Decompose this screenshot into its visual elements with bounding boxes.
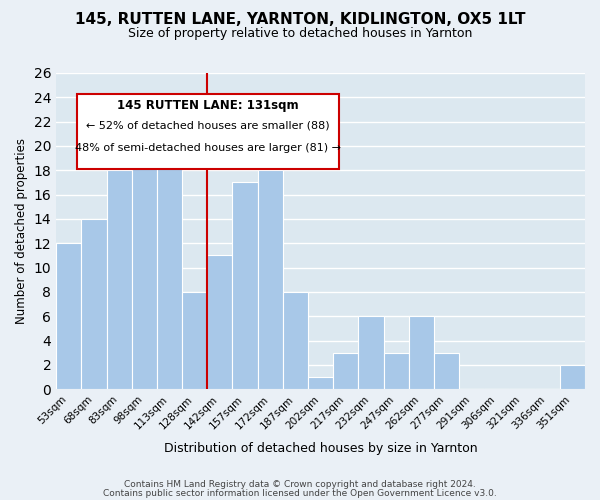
FancyBboxPatch shape: [77, 94, 339, 170]
Text: 145, RUTTEN LANE, YARNTON, KIDLINGTON, OX5 1LT: 145, RUTTEN LANE, YARNTON, KIDLINGTON, O…: [75, 12, 525, 28]
Bar: [308, 377, 333, 389]
Bar: [257, 170, 283, 389]
Bar: [358, 316, 383, 389]
Bar: [232, 182, 257, 389]
X-axis label: Distribution of detached houses by size in Yarnton: Distribution of detached houses by size …: [164, 442, 478, 455]
Text: Contains HM Land Registry data © Crown copyright and database right 2024.: Contains HM Land Registry data © Crown c…: [124, 480, 476, 489]
Bar: [182, 292, 207, 389]
Bar: [434, 352, 459, 389]
Text: ← 52% of detached houses are smaller (88): ← 52% of detached houses are smaller (88…: [86, 120, 330, 130]
Bar: [56, 243, 82, 389]
Bar: [333, 352, 358, 389]
Bar: [132, 134, 157, 389]
Y-axis label: Number of detached properties: Number of detached properties: [15, 138, 28, 324]
Text: 48% of semi-detached houses are larger (81) →: 48% of semi-detached houses are larger (…: [75, 142, 341, 152]
Text: Contains public sector information licensed under the Open Government Licence v3: Contains public sector information licen…: [103, 489, 497, 498]
Bar: [157, 158, 182, 389]
Bar: [107, 170, 132, 389]
Bar: [560, 365, 585, 389]
Text: Size of property relative to detached houses in Yarnton: Size of property relative to detached ho…: [128, 28, 472, 40]
Bar: [207, 256, 232, 389]
Bar: [283, 292, 308, 389]
Text: 145 RUTTEN LANE: 131sqm: 145 RUTTEN LANE: 131sqm: [118, 99, 299, 112]
Bar: [409, 316, 434, 389]
Bar: [383, 352, 409, 389]
Bar: [82, 219, 107, 389]
